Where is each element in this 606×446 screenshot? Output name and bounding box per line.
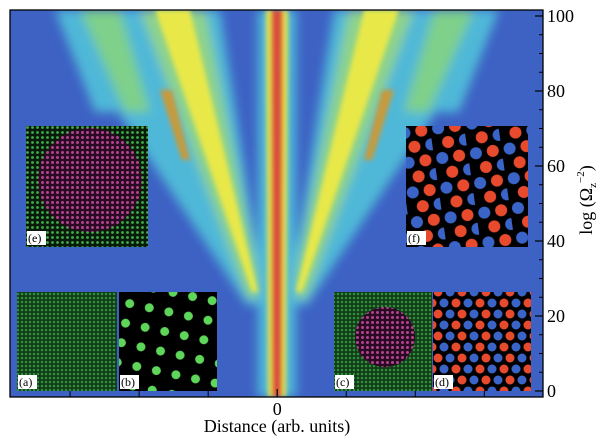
y-tick-label: 0 [547,381,556,401]
y-label-base: log (Ω [576,188,597,235]
y-label-close: ) [576,165,597,171]
panel-label: (b) [121,375,135,389]
y-tick-label: 40 [547,231,565,251]
x-tick-label: 0 [273,399,282,419]
panel-label: (f) [408,231,420,245]
inset-f [406,126,528,247]
y-tick-label: 20 [547,306,565,326]
inset-e [26,126,148,247]
panel-label: (d) [435,375,449,389]
panel-label: (c) [336,375,349,389]
y-label-sup: −2 [575,171,587,183]
y-tick-label: 100 [547,6,574,26]
y-label-sub: z [587,183,599,188]
y-tick-label: 80 [547,81,565,101]
panel-label: (a) [19,375,32,389]
panel-label: (e) [28,231,41,245]
y-tick-label: 60 [547,156,565,176]
figure: log (Ωz−2) Distance (arb. units) 0 20 40 60… [0,0,606,441]
x-axis-label: Distance (arb. units) [204,416,350,437]
y-axis-label: log (Ωz−2) [575,165,599,234]
